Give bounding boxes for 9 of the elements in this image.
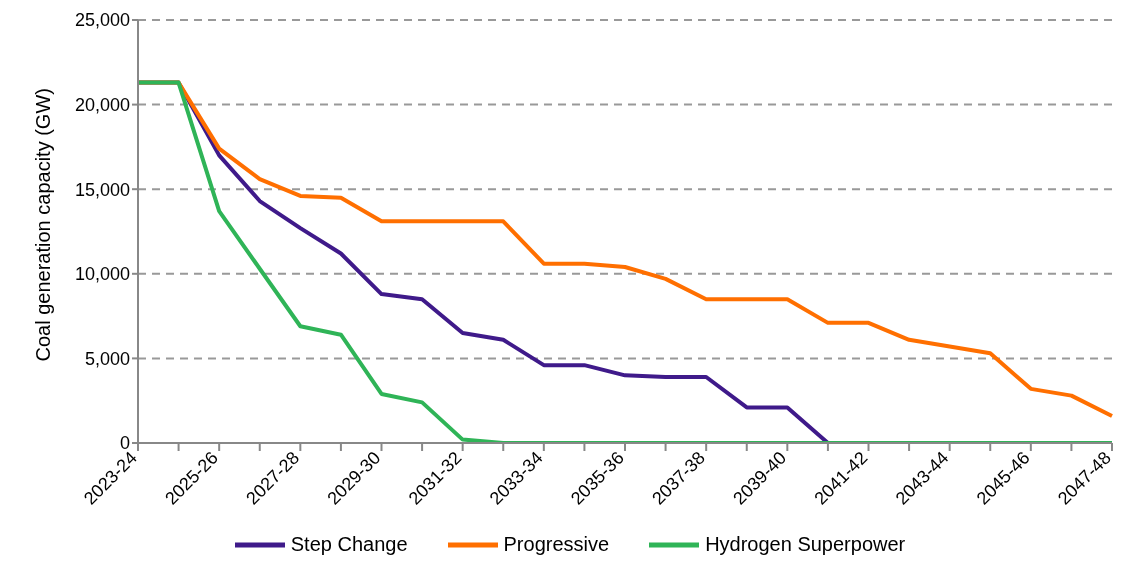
legend-label: Step Change	[290, 533, 408, 556]
y-tick-label: 5,000	[84, 348, 130, 369]
y-axis-title: Coal generation capacity (GW)	[32, 88, 55, 362]
legend-label: Hydrogen Superpower	[705, 533, 906, 556]
legend-label: Progressive	[503, 533, 610, 556]
y-tick-label: 25,000	[74, 10, 130, 31]
y-tick-label: 10,000	[74, 264, 130, 285]
y-tick-label: 15,000	[74, 179, 130, 200]
y-tick-label: 20,000	[74, 94, 130, 115]
